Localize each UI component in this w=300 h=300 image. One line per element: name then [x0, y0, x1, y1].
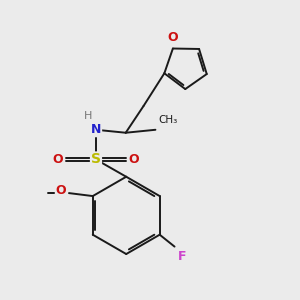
Text: O: O [129, 153, 139, 166]
Text: CH₃: CH₃ [158, 115, 178, 125]
Text: N: N [91, 123, 101, 136]
Text: O: O [53, 153, 63, 166]
Text: S: S [91, 152, 101, 167]
Text: O: O [56, 184, 66, 196]
Text: H: H [84, 111, 93, 121]
Text: O: O [168, 31, 178, 44]
Text: F: F [178, 250, 186, 262]
